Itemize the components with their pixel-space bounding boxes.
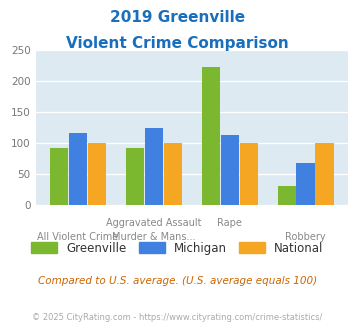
Bar	[220, 135, 239, 205]
Bar	[144, 128, 163, 205]
Bar	[240, 143, 258, 205]
Bar	[296, 163, 315, 205]
Bar	[50, 148, 68, 205]
Bar	[316, 143, 334, 205]
Text: Aggravated Assault: Aggravated Assault	[106, 218, 202, 228]
Bar	[164, 143, 182, 205]
Text: All Violent Crime: All Violent Crime	[37, 232, 119, 242]
Text: Robbery: Robbery	[285, 232, 326, 242]
Bar	[88, 143, 106, 205]
Text: Rape: Rape	[217, 218, 242, 228]
Text: Murder & Mans...: Murder & Mans...	[112, 232, 196, 242]
Bar	[278, 186, 296, 205]
Text: 2019 Greenville: 2019 Greenville	[110, 10, 245, 25]
Text: Compared to U.S. average. (U.S. average equals 100): Compared to U.S. average. (U.S. average …	[38, 276, 317, 286]
Text: © 2025 CityRating.com - https://www.cityrating.com/crime-statistics/: © 2025 CityRating.com - https://www.city…	[32, 313, 323, 322]
Bar	[69, 133, 87, 205]
Legend: Greenville, Michigan, National: Greenville, Michigan, National	[27, 237, 328, 259]
Text: Violent Crime Comparison: Violent Crime Comparison	[66, 36, 289, 51]
Bar	[202, 67, 220, 205]
Bar	[126, 148, 144, 205]
